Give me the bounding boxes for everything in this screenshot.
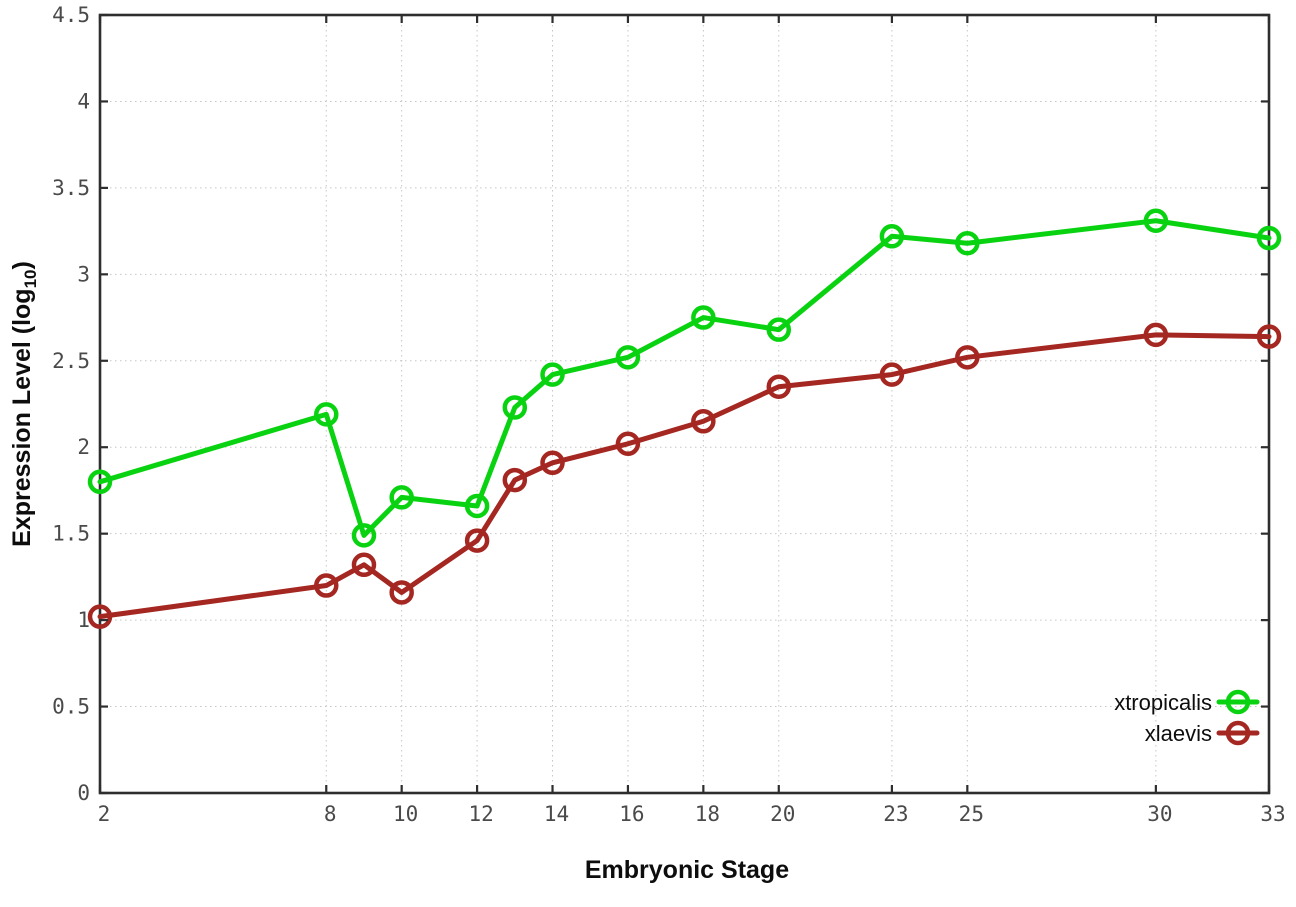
x-tick-label: 20 xyxy=(770,802,795,826)
data-point-xtropicalis xyxy=(464,493,490,519)
data-point-xlaevis xyxy=(314,573,339,598)
data-point-xlaevis xyxy=(879,362,905,387)
data-point-xlaevis xyxy=(389,580,414,605)
series-line-xtropicalis xyxy=(97,218,1272,538)
y-axis-title: Expression Level (log10) xyxy=(8,261,40,547)
y-tick-label: 2 xyxy=(77,435,90,459)
data-point-xtropicalis xyxy=(540,362,565,387)
data-point-xlaevis xyxy=(1256,324,1282,349)
data-point-xtropicalis xyxy=(314,402,339,427)
y-tick-label: 2.5 xyxy=(52,349,90,373)
data-point-xtropicalis xyxy=(879,224,905,249)
data-point-xlaevis xyxy=(502,467,528,493)
x-tick-label: 14 xyxy=(544,802,569,826)
series-layer xyxy=(87,208,1282,629)
data-point-xlaevis xyxy=(1143,322,1169,348)
y-axis-title-suffix: ) xyxy=(8,261,36,269)
data-point-xlaevis xyxy=(464,528,490,553)
x-tick-label: 33 xyxy=(1260,802,1285,826)
x-axis-title: Embryonic Stage xyxy=(585,856,789,884)
data-point-xtropicalis xyxy=(502,395,528,420)
y-tick-label: 3 xyxy=(77,262,90,286)
data-point-xlaevis xyxy=(691,409,716,434)
series-line-xlaevis xyxy=(97,332,1272,620)
ticks-layer: 2 8 10 12 14 16 18 20 23 25 30 33 0 0.5 1 1.5 2 2.5 3 3.5 4 4… xyxy=(52,3,1286,826)
x-tick-label: 16 xyxy=(619,802,644,826)
data-point-xtropicalis xyxy=(1256,225,1282,251)
data-point-xlaevis xyxy=(955,345,980,370)
y-tick-label: 3.5 xyxy=(52,176,90,200)
grid-layer xyxy=(99,14,1270,794)
x-tick-label: 8 xyxy=(324,802,337,826)
x-tick-label: 18 xyxy=(695,802,720,826)
legend-entry-xlaevis: xlaevis xyxy=(1145,720,1260,746)
y-tick-label: 4.5 xyxy=(52,3,90,27)
data-point-xlaevis xyxy=(766,374,792,399)
legend: xtropicalis xlaevis xyxy=(1114,689,1260,746)
x-tick-label: 2 xyxy=(98,802,111,826)
data-point-xlaevis xyxy=(351,552,377,578)
legend-entry-xtropicalis: xtropicalis xyxy=(1114,689,1260,715)
data-point-xtropicalis xyxy=(389,485,414,510)
data-point-xtropicalis xyxy=(691,305,716,330)
legend-label: xtropicalis xyxy=(1114,690,1212,715)
x-tick-label: 12 xyxy=(468,802,493,826)
x-tick-label: 23 xyxy=(883,802,908,826)
y-tick-label: 0.5 xyxy=(52,695,90,719)
y-tick-label: 0 xyxy=(77,781,90,805)
y-tick-label: 1.5 xyxy=(52,522,90,546)
legend-marker-circle xyxy=(1225,720,1251,746)
x-tick-label: 25 xyxy=(959,802,984,826)
legend-marker-circle xyxy=(1225,689,1251,715)
x-tick-label: 10 xyxy=(393,802,418,826)
data-point-xlaevis xyxy=(615,431,641,457)
data-point-xtropicalis xyxy=(955,230,980,256)
data-point-xlaevis xyxy=(87,604,113,629)
y-tick-label: 1 xyxy=(77,608,90,632)
y-axis-title-prefix: Expression Level (log xyxy=(8,288,36,546)
data-point-xtropicalis xyxy=(1143,208,1169,233)
legend-label: xlaevis xyxy=(1145,721,1212,746)
data-point-xlaevis xyxy=(540,450,565,476)
data-point-xtropicalis xyxy=(87,469,113,495)
data-point-xtropicalis xyxy=(351,523,377,548)
x-tick-label: 30 xyxy=(1147,802,1172,826)
y-tick-label: 4 xyxy=(77,89,90,113)
y-axis-title-subscript: 10 xyxy=(21,269,40,288)
data-point-xtropicalis xyxy=(766,317,792,342)
plot-border xyxy=(98,13,1271,795)
data-point-xtropicalis xyxy=(615,345,641,370)
